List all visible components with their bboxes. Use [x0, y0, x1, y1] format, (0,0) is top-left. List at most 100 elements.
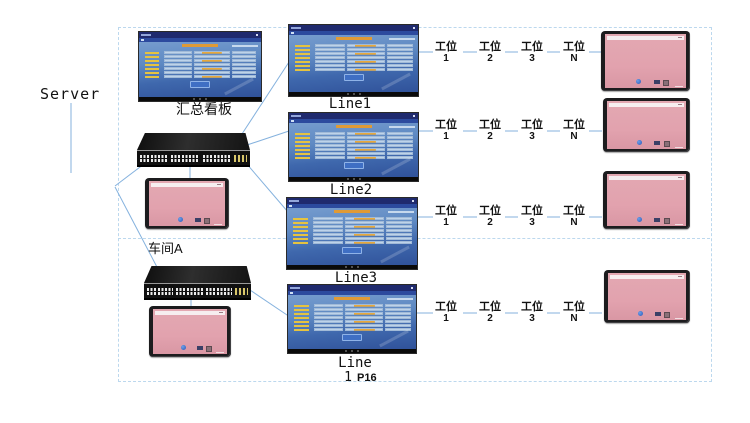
clock-text: [216, 352, 224, 353]
table-row: [144, 51, 256, 54]
close-icon: [411, 287, 413, 289]
kpi-table: [144, 51, 256, 79]
kpi-table: [293, 304, 411, 332]
screen-button[interactable]: [343, 162, 364, 169]
line4-label-word: Line: [338, 355, 372, 371]
table-row: [293, 304, 411, 307]
monitor-dock: [608, 311, 686, 318]
app-icon[interactable]: [654, 141, 661, 145]
screen-bezel: [289, 177, 418, 181]
monitor-screen: [608, 273, 686, 320]
switch-front-panel: [144, 283, 251, 300]
station-2: 工位 2: [479, 301, 501, 324]
screen-title-text: [334, 297, 370, 300]
table-row: [144, 67, 256, 70]
app-icon[interactable]: [663, 141, 670, 147]
table-row: [294, 156, 413, 159]
table-row: [293, 316, 411, 319]
table-row: [144, 63, 256, 66]
clock-text: [675, 86, 683, 87]
tablet-workshop-b[interactable]: [149, 306, 231, 357]
tablet-workshop-a[interactable]: [145, 178, 229, 229]
screen-titlebar: [289, 113, 418, 119]
andon-monitor-4[interactable]: [604, 270, 690, 323]
monitor-statusbar: [609, 103, 684, 107]
browser-globe-icon[interactable]: [181, 345, 187, 350]
browser-globe-icon[interactable]: [637, 217, 643, 222]
app-icon[interactable]: [663, 80, 670, 86]
screen-body: [139, 42, 261, 97]
station-n: 工位 N: [563, 41, 585, 64]
browser-globe-icon[interactable]: [635, 79, 641, 84]
table-row: [294, 68, 413, 71]
watermark: [381, 157, 411, 176]
screen-titlebar: [139, 32, 261, 38]
app-icon[interactable]: [654, 312, 661, 316]
server-label: Server: [40, 85, 101, 103]
screen-titlebar: [287, 198, 417, 204]
switch2-line4-wire: [246, 287, 291, 318]
app-icon[interactable]: [663, 218, 670, 224]
screen-bezel: [289, 92, 418, 96]
home-icon: [289, 205, 292, 207]
table-row: [292, 221, 412, 224]
monitor-dock: [607, 217, 686, 224]
screen-titlebar: [288, 285, 416, 291]
app-icon[interactable]: [664, 312, 671, 318]
screen-datetime-text: [389, 126, 415, 128]
dashboard-screen-line1[interactable]: [288, 24, 419, 97]
dashboard-screen-line3[interactable]: [286, 197, 418, 270]
app-icon[interactable]: [197, 346, 204, 350]
station-n: 工位 N: [563, 301, 585, 324]
screen-button[interactable]: [342, 247, 362, 254]
browser-globe-icon[interactable]: [637, 140, 643, 145]
ethernet-ports: [202, 154, 232, 162]
status-dots: [678, 276, 682, 277]
andon-monitor-3[interactable]: [603, 171, 690, 229]
app-icon[interactable]: [206, 346, 213, 352]
station-3: 工位 3: [521, 119, 543, 142]
summary-dashboard-screen[interactable]: [138, 31, 262, 102]
screen-button[interactable]: [190, 81, 210, 88]
tablet-dock: [149, 217, 225, 224]
dashboard-screen-line4[interactable]: [287, 284, 417, 354]
station-n: 工位 N: [563, 119, 585, 142]
browser-globe-icon[interactable]: [177, 217, 183, 222]
table-row: [292, 229, 412, 232]
tablet-statusbar: [151, 183, 223, 187]
screen-button[interactable]: [342, 334, 362, 341]
line4-label-num: 1: [344, 370, 352, 385]
app-icon[interactable]: [654, 218, 661, 222]
app-icon[interactable]: [194, 218, 201, 222]
uplink-ports: [234, 287, 248, 295]
station-1: 工位 1: [435, 205, 457, 228]
table-row: [292, 241, 412, 244]
screen-datetime-text: [388, 211, 414, 213]
table-row: [294, 60, 413, 63]
home-icon: [290, 292, 293, 294]
page-tag: P16: [357, 372, 377, 384]
screen-button[interactable]: [343, 74, 364, 81]
table-row: [292, 217, 412, 220]
andon-monitor-2[interactable]: [603, 98, 690, 152]
andon-monitor-1[interactable]: [601, 31, 690, 91]
screen-body: [287, 208, 417, 265]
screen-title-text: [334, 210, 370, 213]
table-row: [294, 144, 413, 147]
close-icon: [256, 34, 258, 36]
line2-label: Line2: [329, 182, 373, 198]
ethernet-ports: [205, 287, 233, 295]
table-row: [294, 148, 413, 151]
app-icon[interactable]: [203, 218, 210, 224]
ethernet-ports: [147, 287, 174, 295]
screen-datetime-text: [387, 298, 413, 300]
dashboard-screen-line2[interactable]: [288, 112, 419, 182]
table-row: [294, 136, 413, 139]
screen-menubar: [289, 119, 418, 123]
network-switch-1[interactable]: [137, 133, 250, 167]
table-row: [144, 75, 256, 78]
network-switch-2[interactable]: [144, 266, 251, 300]
browser-globe-icon[interactable]: [637, 311, 643, 316]
app-icon[interactable]: [653, 80, 660, 84]
